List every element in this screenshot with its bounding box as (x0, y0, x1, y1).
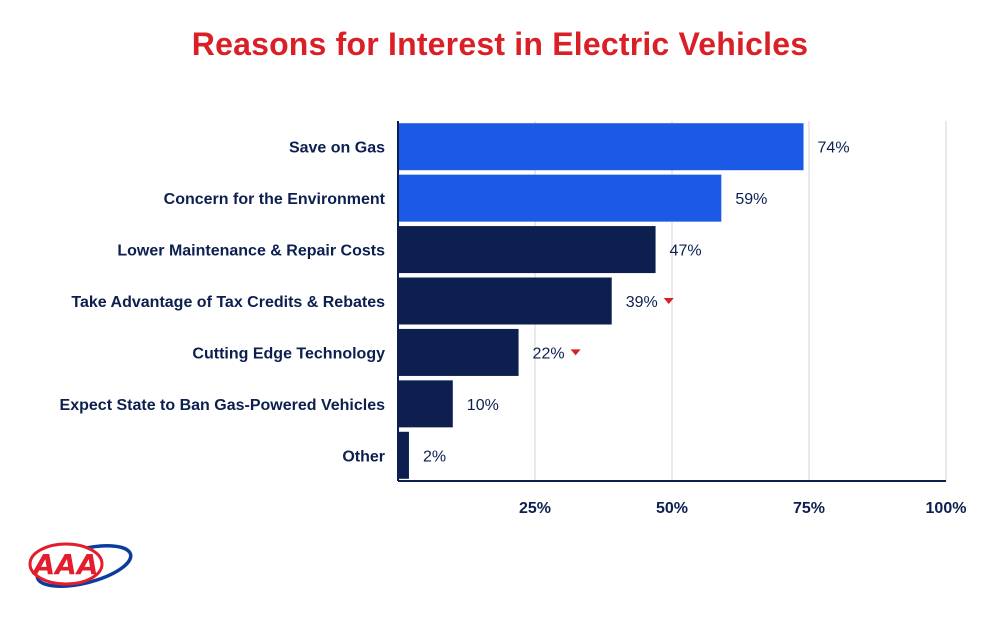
aaa-logo: AAA (28, 536, 138, 605)
category-label: Other (342, 448, 385, 465)
decrease-marker-icon (570, 349, 581, 356)
category-label: Lower Maintenance & Repair Costs (117, 243, 385, 260)
category-label: Concern for the Environment (164, 191, 386, 208)
bar (398, 226, 656, 274)
aaa-logo-icon: AAA (28, 542, 133, 588)
value-label: 74% (818, 140, 850, 157)
bar (398, 174, 722, 222)
tick-label: 75% (793, 500, 825, 517)
bar (398, 277, 612, 325)
tick-label: 100% (926, 500, 967, 517)
category-label: Cutting Edge Technology (192, 345, 385, 362)
tick-label: 25% (519, 500, 551, 517)
category-label: Expect State to Ban Gas-Powered Vehicles (60, 397, 386, 414)
value-label: 22% (533, 345, 565, 362)
bar (398, 123, 804, 171)
value-label: 2% (423, 448, 446, 465)
tick-label: 50% (656, 500, 688, 517)
bar (398, 380, 453, 428)
category-label: Take Advantage of Tax Credits & Rebates (71, 294, 385, 311)
decrease-marker-icon (663, 298, 674, 304)
value-label: 39% (626, 294, 658, 311)
aaa-logo-text: AAA (31, 548, 98, 581)
bar (398, 431, 409, 479)
category-label: Save on Gas (289, 140, 385, 157)
bar (398, 328, 519, 376)
value-label: 59% (735, 191, 767, 208)
chart-title: Reasons for Interest in Electric Vehicle… (191, 26, 809, 62)
value-label: 47% (670, 243, 702, 260)
value-label: 10% (467, 397, 499, 414)
